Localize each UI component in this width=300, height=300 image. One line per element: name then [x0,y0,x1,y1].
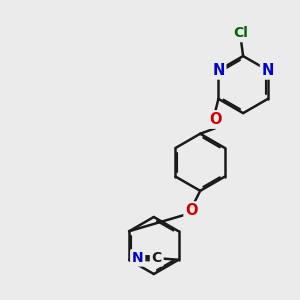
Text: C: C [152,251,162,265]
Text: O: O [185,203,198,218]
Text: N: N [132,251,143,265]
Text: N: N [262,63,274,78]
Text: N: N [212,63,225,78]
Text: O: O [209,112,221,127]
Text: Cl: Cl [234,26,249,40]
